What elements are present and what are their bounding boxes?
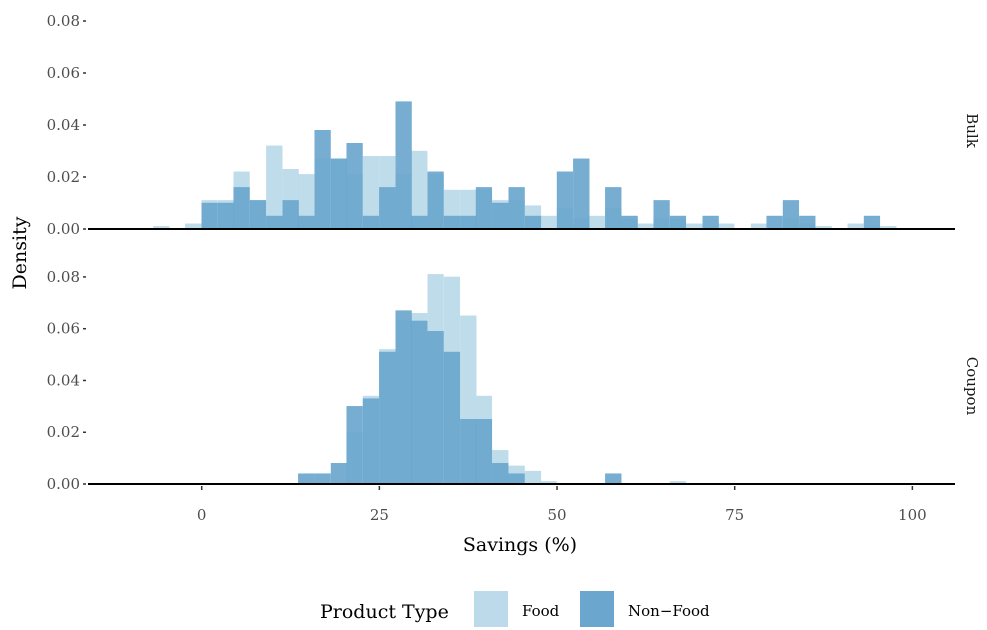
bar-bulk-non-food bbox=[217, 202, 235, 230]
bar-bulk-non-food bbox=[475, 187, 493, 230]
bar-bulk-non-food bbox=[266, 215, 283, 230]
bar-coupon-non-food bbox=[379, 351, 396, 485]
bar-coupon-non-food bbox=[362, 398, 380, 485]
bar-bulk-non-food bbox=[863, 215, 881, 230]
y-tick-label: 0.02 bbox=[47, 168, 80, 186]
y-axis-title: Density bbox=[9, 216, 31, 289]
bar-coupon-non-food bbox=[492, 463, 509, 485]
bar-bulk-non-food bbox=[460, 215, 477, 230]
bar-coupon-non-food bbox=[443, 351, 461, 485]
bar-bulk-non-food bbox=[379, 187, 396, 230]
bar-bulk-non-food bbox=[799, 215, 816, 230]
legend-swatch-non-food bbox=[580, 591, 614, 627]
bar-bulk-non-food bbox=[330, 158, 348, 230]
bar-bulk-food bbox=[588, 215, 606, 230]
legend-label-non-food: Non−Food bbox=[628, 602, 710, 620]
bar-bulk-non-food bbox=[653, 200, 670, 230]
y-tick-label: 0.00 bbox=[47, 475, 80, 493]
bar-bulk-non-food bbox=[201, 202, 218, 230]
y-tick-label: 0.04 bbox=[47, 371, 80, 389]
bar-coupon-food bbox=[524, 470, 542, 485]
bar-bulk-non-food bbox=[233, 187, 250, 230]
bar-bulk-non-food bbox=[411, 215, 428, 230]
bar-coupon-non-food bbox=[314, 473, 331, 485]
bar-coupon-non-food bbox=[330, 463, 348, 485]
x-axis: 0 25 50 75 100 bbox=[197, 486, 927, 524]
y-tick-label: 0.06 bbox=[47, 320, 80, 338]
y-tick-label: 0.02 bbox=[47, 423, 80, 441]
x-tick-label: 50 bbox=[547, 506, 566, 524]
bar-bulk-food bbox=[540, 215, 557, 230]
bar-bulk-non-food bbox=[573, 158, 590, 230]
bar-coupon-non-food bbox=[508, 473, 525, 485]
bar-bulk-non-food bbox=[702, 215, 719, 230]
y-axes: 0.00 0.02 0.04 0.06 0.08 0.00 0.02 0.04 0.06 0.08 bbox=[47, 12, 86, 493]
bar-bulk-non-food bbox=[346, 142, 363, 230]
legend-title: Product Type bbox=[320, 601, 449, 623]
bar-coupon-non-food bbox=[460, 419, 477, 485]
bar-bulk-non-food bbox=[314, 129, 331, 230]
strip-label-bulk: Bulk bbox=[963, 113, 981, 148]
y-tick-label: 0.04 bbox=[47, 116, 80, 134]
bar-bulk-non-food bbox=[298, 215, 315, 230]
bar-bulk-non-food bbox=[524, 215, 542, 230]
bar-coupon-non-food bbox=[346, 406, 363, 485]
strip-label-coupon: Coupon bbox=[963, 357, 981, 416]
y-tick-label: 0.08 bbox=[47, 268, 80, 286]
bar-bulk-non-food bbox=[669, 215, 687, 230]
panel-coupon bbox=[88, 274, 955, 485]
bar-bulk-non-food bbox=[395, 101, 412, 230]
bar-bulk-non-food bbox=[249, 200, 267, 230]
facet-strip-labels: Bulk Coupon bbox=[963, 113, 981, 415]
bar-coupon-non-food bbox=[395, 310, 412, 485]
bar-bulk-non-food bbox=[556, 171, 574, 230]
x-axis-title: Savings (%) bbox=[463, 534, 577, 556]
legend-swatch-food bbox=[474, 591, 508, 627]
legend-label-food: Food bbox=[522, 602, 560, 620]
bar-bulk-non-food bbox=[443, 215, 461, 230]
y-tick-label: 0.06 bbox=[47, 64, 80, 82]
y-tick-label: 0.00 bbox=[47, 220, 80, 238]
x-tick-label: 25 bbox=[370, 506, 389, 524]
bar-bulk-non-food bbox=[362, 215, 380, 230]
bar-bulk-non-food bbox=[508, 187, 525, 230]
bar-bulk-non-food bbox=[605, 187, 622, 230]
bar-bulk-non-food bbox=[282, 200, 299, 230]
bar-bulk-non-food bbox=[621, 215, 638, 230]
bar-bulk-non-food bbox=[492, 202, 509, 230]
bar-bulk-non-food bbox=[766, 215, 783, 230]
bar-coupon-non-food bbox=[298, 473, 315, 485]
facet-panels bbox=[88, 101, 955, 485]
bar-coupon-non-food bbox=[605, 473, 622, 485]
y-tick-label: 0.08 bbox=[47, 12, 80, 30]
bar-bulk-non-food bbox=[782, 200, 800, 230]
x-tick-label: 0 bbox=[197, 506, 207, 524]
x-tick-label: 75 bbox=[725, 506, 744, 524]
x-tick-label: 100 bbox=[898, 506, 927, 524]
panel-bulk bbox=[88, 101, 955, 230]
bar-bulk-non-food bbox=[427, 171, 444, 230]
legend: Product Type Food Non−Food bbox=[320, 591, 710, 627]
bar-coupon-non-food bbox=[427, 331, 444, 485]
bar-coupon-non-food bbox=[411, 320, 428, 485]
bar-coupon-non-food bbox=[475, 419, 493, 485]
